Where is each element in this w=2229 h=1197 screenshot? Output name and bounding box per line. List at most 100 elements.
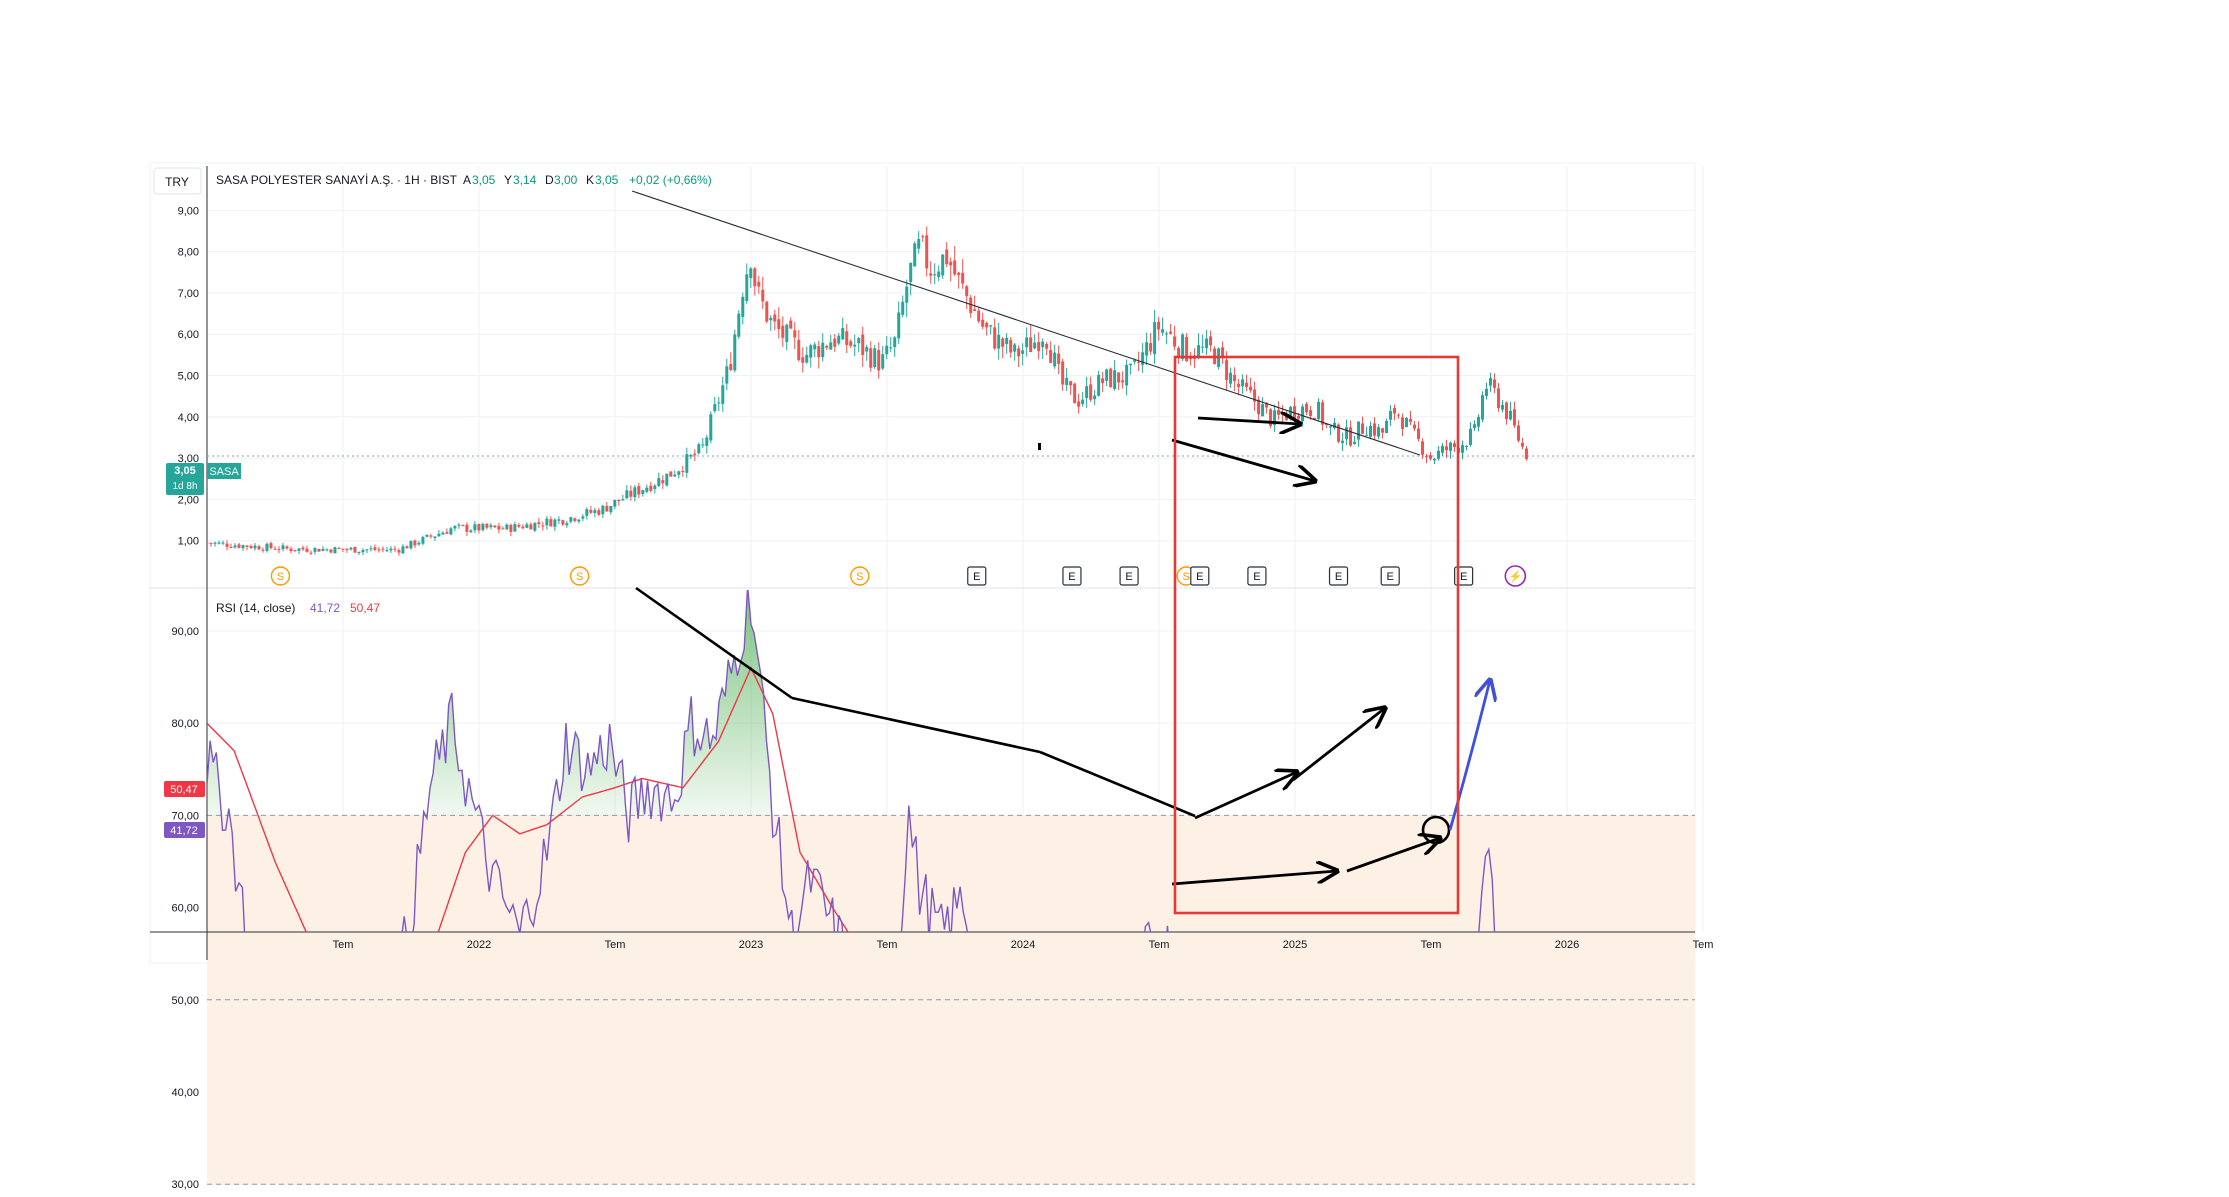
event-marker-label: E — [1068, 571, 1075, 583]
event-marker-label: S — [856, 571, 863, 583]
candle-body — [321, 548, 325, 551]
rsi-arrow-up-2[interactable] — [1292, 708, 1385, 782]
candle-body — [1285, 413, 1289, 420]
currency-badge[interactable] — [153, 167, 202, 195]
earnings-marker[interactable] — [1062, 566, 1082, 586]
candle-body — [1484, 388, 1488, 396]
candle-body — [437, 533, 441, 537]
event-marker-label: S — [277, 571, 284, 583]
earnings-marker[interactable] — [1380, 566, 1400, 586]
dividend-marker[interactable] — [569, 566, 590, 586]
candle-body — [621, 499, 625, 501]
ohlc-key: K — [586, 173, 594, 187]
candle-body — [881, 354, 885, 369]
rsi-arrow-low-2[interactable] — [1346, 838, 1440, 873]
candle-body — [1377, 427, 1381, 437]
candle-body — [689, 454, 693, 457]
candle-body — [1373, 423, 1377, 436]
candle-body — [1281, 412, 1285, 415]
earnings-marker[interactable] — [1190, 566, 1210, 586]
candle-body — [937, 271, 941, 277]
candle-body — [1093, 395, 1097, 400]
price-arrow-lower[interactable] — [1171, 438, 1315, 481]
currency-label: TRY — [165, 175, 189, 189]
candle-body — [781, 325, 785, 338]
price-tag-countdown: 1d 8h — [172, 481, 197, 492]
candle-body — [1249, 386, 1253, 391]
candle-body — [1333, 422, 1337, 429]
dividend-marker[interactable] — [270, 566, 291, 586]
candle-body — [1429, 455, 1433, 459]
candle-body — [1425, 455, 1429, 457]
time-axis: Tem 2022 Tem 2023 Tem 2024 Tem 2025 Tem 2026 Tem — [333, 939, 1714, 951]
rsi-tag: 41,72 — [170, 825, 198, 837]
candle-body — [597, 510, 601, 515]
candle-body — [1269, 409, 1273, 426]
candle-body — [1265, 402, 1269, 408]
candle-body — [977, 310, 981, 322]
candle-body — [537, 522, 541, 525]
candle-body — [1476, 416, 1480, 427]
user-drawings[interactable] — [631, 190, 1490, 915]
rsi-trendline-2[interactable] — [791, 696, 1041, 754]
candle-body — [325, 549, 329, 551]
price-arrow-upper[interactable] — [1197, 418, 1300, 424]
rsi-trendline-3[interactable] — [1039, 750, 1196, 818]
candle-body — [897, 312, 901, 339]
candle-body — [601, 505, 605, 515]
candle-body — [207, 542, 209, 544]
projection-arrow[interactable] — [1448, 680, 1490, 831]
candle-body — [617, 499, 621, 502]
earnings-marker[interactable] — [967, 566, 987, 586]
rsi-circle-marker[interactable] — [1421, 815, 1451, 845]
candle-body — [1453, 443, 1457, 447]
candle-body — [1353, 441, 1357, 444]
candle-body — [609, 505, 613, 513]
candle-body — [1305, 403, 1309, 413]
candle-body — [213, 542, 217, 544]
rsi-arrow-up-1[interactable] — [1194, 772, 1297, 820]
candle-body — [425, 534, 429, 537]
candle-body — [337, 548, 341, 550]
candle-body — [245, 545, 249, 547]
focus-box[interactable] — [1173, 355, 1460, 915]
candle-body — [1129, 363, 1133, 366]
candle-body — [857, 338, 861, 344]
rsi-legend: RSI (14, close) 41,72 50,47 — [216, 601, 380, 615]
earnings-marker[interactable] — [1247, 566, 1267, 586]
candle-body — [1337, 424, 1341, 442]
candle-body — [1085, 386, 1089, 399]
candle-body — [1460, 445, 1464, 453]
candle-body — [1413, 424, 1417, 429]
candle-body — [681, 471, 685, 473]
candle-body — [1297, 415, 1301, 419]
candle-body — [1441, 445, 1445, 453]
dividend-marker[interactable] — [850, 566, 870, 586]
candle-body — [449, 528, 453, 535]
rsi-arrow-low-1[interactable] — [1171, 871, 1337, 886]
price-trendline[interactable] — [631, 190, 1421, 456]
candle-body — [497, 526, 501, 530]
earnings-marker[interactable] — [1328, 566, 1349, 586]
candle-body — [249, 546, 253, 549]
rsi-trendline-1[interactable] — [635, 586, 793, 700]
candle-body — [1005, 337, 1009, 345]
price-tag-value: 3,05 — [174, 465, 195, 477]
candle-body — [429, 535, 433, 537]
candle-body — [1125, 364, 1129, 386]
candle-body — [253, 545, 257, 549]
rsi-tick-label: 40,00 — [171, 1087, 199, 1099]
earnings-marker[interactable] — [1119, 566, 1139, 586]
candle-body — [1209, 336, 1213, 346]
event-marker-label: ⚡ — [1508, 570, 1522, 583]
candle-body — [669, 471, 673, 477]
candle-body — [1245, 382, 1249, 387]
candle-body — [677, 471, 681, 475]
candle-body — [701, 444, 705, 446]
candle-body — [329, 549, 333, 553]
upcoming-event-marker[interactable] — [1504, 565, 1527, 587]
candle-body — [801, 357, 805, 363]
candle-body — [653, 485, 657, 490]
candle-body — [769, 317, 773, 321]
